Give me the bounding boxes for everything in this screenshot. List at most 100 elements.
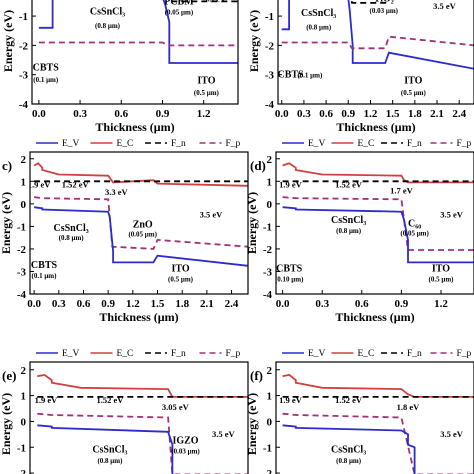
- plot-frame: [277, 0, 474, 105]
- annotation-label: CsSnCl₃: [54, 223, 89, 234]
- annotation-label: (0.5 μm): [429, 276, 455, 284]
- annotation-label: (0.03 μm): [370, 7, 399, 15]
- x-tick-label: 1.8: [175, 298, 189, 310]
- y-axis-label: Energy (eV): [245, 393, 259, 455]
- annotation-label: (0.5 μm): [194, 89, 220, 97]
- y-tick-label: -4: [17, 289, 27, 301]
- annotation-label: CsSnCl₃: [90, 7, 125, 18]
- annotation-label: 1.52 eV: [335, 180, 363, 190]
- annotation-label: 1.9 eV: [279, 395, 303, 405]
- annotation-label: (0.10 μm): [275, 276, 304, 284]
- annotation-label: (0.5 μm): [401, 89, 427, 97]
- annotation-label: (0.1 μm): [33, 76, 59, 84]
- plot-frame: [31, 0, 239, 105]
- y-tick-label: -3: [263, 266, 273, 278]
- panel-label: (d): [250, 158, 266, 173]
- annotation-label: ITO: [171, 263, 189, 274]
- plot-frame: [29, 361, 249, 474]
- annotation-label: 3.5 eV: [433, 1, 457, 11]
- series-group: [33, 162, 248, 267]
- y-axis-label: Energy (eV): [1, 10, 15, 72]
- annotation-label: CsSnCl₃: [331, 215, 366, 226]
- legend-entry-ec: E_C: [117, 139, 134, 149]
- legend-entry-ev: E_V: [308, 349, 326, 359]
- series-fp-line: [38, 41, 238, 47]
- x-axis-label: Thickness (μm): [336, 120, 415, 134]
- series-ev-line: [282, 206, 474, 264]
- y-tick-label: 1: [267, 391, 273, 403]
- annotation-label: TiO₂: [374, 0, 394, 4]
- legend-entry-fp: F_p: [457, 139, 472, 149]
- annotation-label: (0.8 μm): [95, 22, 121, 30]
- series-ev-line: [282, 424, 416, 474]
- annotation-label: 3.3 eV: [105, 187, 129, 197]
- legend-entry-fn: F_n: [171, 139, 186, 149]
- legend-entry-fn: F_n: [407, 139, 422, 149]
- annotation-label: (0.1 μm): [32, 272, 58, 280]
- plot-frame: [29, 151, 249, 295]
- annotation-label: CsSnCl₃: [92, 444, 127, 455]
- x-tick-label: 2.1: [430, 108, 444, 120]
- annotation-label: (0.5 μm): [168, 276, 194, 284]
- series-group: [282, 162, 474, 264]
- y-tick-label: -2: [265, 40, 275, 52]
- annotation-label: 3.5 eV: [200, 209, 224, 219]
- x-tick-label: 0.3: [73, 108, 87, 120]
- y-tick-label: -3: [17, 266, 27, 278]
- y-tick-label: -2: [263, 244, 273, 256]
- annotation-label: CBTS: [31, 260, 58, 271]
- annotation-label: ZnO: [133, 220, 153, 231]
- legend: E_V E_C F_n F_p: [36, 139, 241, 149]
- annotation-label: ITO: [432, 263, 450, 274]
- annotation-label: (0.8 μm): [97, 457, 123, 465]
- series-fp-line: [282, 412, 474, 474]
- legend-entry-fp: F_p: [226, 139, 241, 149]
- x-tick-label: 0.0: [27, 298, 41, 310]
- annotation-label: (0.05 μm): [128, 231, 157, 239]
- panel-d: -4 -3 -2 -1 0 1 2 0.0 0.3 0.6 0.9 1.2 Thickness (μm)…: [245, 139, 474, 324]
- y-tick-label: 0: [21, 199, 27, 211]
- y-tick-label: 0: [267, 416, 273, 428]
- y-tick-label: -2: [17, 244, 27, 256]
- annotations: 1.9 eV 1.52 eV 3.05 eV 3.5 eV IGZO (0.03 μm) C…: [35, 395, 236, 465]
- annotation-label: CBTS: [33, 62, 60, 73]
- x-axis-label: Thickness (μm): [99, 310, 178, 324]
- annotation-label: 1.52 eV: [62, 180, 90, 190]
- annotation-label: ITO: [404, 75, 422, 86]
- x-tick-label: 0.6: [355, 298, 369, 310]
- annotation-label: 1.9 eV: [35, 395, 59, 405]
- plot-frame: [275, 361, 474, 474]
- annotation-label: C₆₀: [408, 218, 421, 229]
- panel-label: (f): [250, 368, 263, 383]
- x-tick-label: 0.9: [101, 298, 115, 310]
- annotation-label: 1.52 eV: [335, 395, 363, 405]
- annotation-label: 1.9 eV: [28, 180, 52, 190]
- annotation-label: 3.5 eV: [212, 429, 236, 439]
- y-tick-label: -1: [17, 442, 26, 454]
- legend-entry-ev: E_V: [62, 349, 80, 359]
- x-tick-label: 0.3: [315, 298, 329, 310]
- legend-entry-ev: E_V: [62, 139, 80, 149]
- y-tick-label: -1: [19, 11, 28, 23]
- y-axis-label: Energy (eV): [0, 393, 13, 455]
- annotation-label: CsSnCl₃: [301, 8, 336, 19]
- x-tick-label: 0.9: [395, 298, 409, 310]
- y-tick-label: 2: [21, 365, 27, 377]
- x-tick-label: 1.5: [386, 108, 400, 120]
- series-fp-line: [37, 412, 248, 474]
- annotation-label: ITO: [197, 75, 215, 86]
- annotation-label: CsSnCl₃: [331, 444, 366, 455]
- annotations: 1.9 eV 1.52 eV 1.7 eV 3.5 eV CsSnCl₃(0.8 μm)…: [275, 180, 464, 284]
- series-fp-line: [281, 35, 474, 50]
- legend: E_V E_C F_n F_p: [36, 349, 241, 359]
- y-axis-label: Energy (eV): [245, 192, 259, 254]
- annotation-label: CBTS: [276, 263, 303, 274]
- annotation-label: (0.8 μm): [59, 234, 85, 242]
- annotation-label: CBTS: [278, 70, 305, 81]
- y-tick-label: -2: [17, 468, 27, 474]
- legend-entry-ec: E_C: [358, 139, 375, 149]
- x-axis-label: Thickness (μm): [95, 120, 174, 134]
- annotation-label: IGZO: [172, 435, 198, 446]
- series-ev-line: [281, 0, 474, 70]
